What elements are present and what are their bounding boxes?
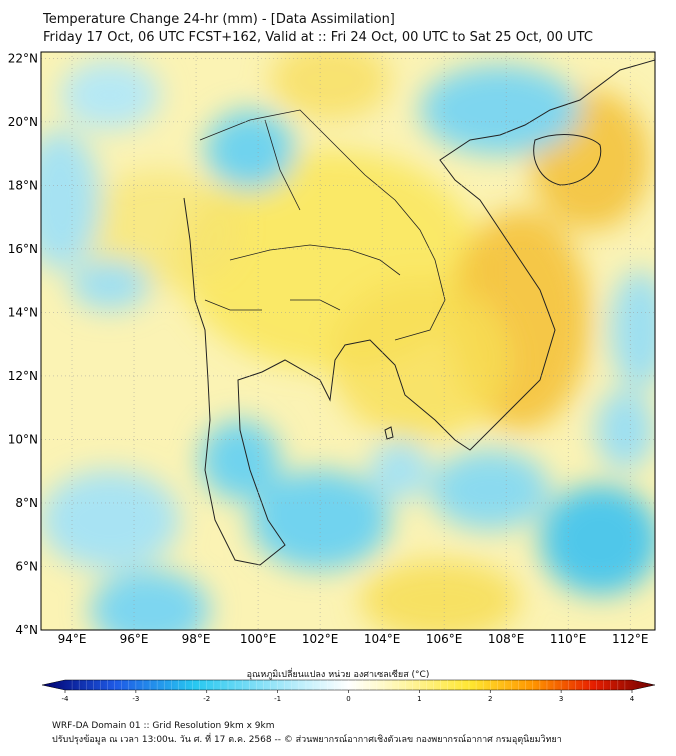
colorbar-segments: [71, 680, 626, 690]
colorbar-tick-label: -4: [62, 695, 70, 703]
lat-label: 6°N: [15, 559, 38, 573]
borders: [199, 109, 446, 341]
colorbar-tick-label: -3: [132, 695, 139, 703]
mainland-coast: [183, 59, 655, 566]
footer-model-info: WRF-DA Domain 01 :: Grid Resolution 9km …: [52, 721, 275, 731]
lat-label: 12°N: [8, 369, 38, 383]
longitude-labels: 94°E 96°E 98°E 100°E 102°E 104°E 106°E 108°E 110…: [58, 632, 649, 646]
lat-label: 4°N: [15, 623, 38, 637]
lon-label: 106°E: [426, 632, 463, 646]
latitude-labels: 22°N 20°N 18°N 16°N 14°N 12°N 10°N 8°N 6°N 4°N: [8, 51, 38, 637]
colorbar-tick-label: 1: [417, 695, 421, 703]
lon-label: 110°E: [550, 632, 587, 646]
lon-label: 102°E: [302, 632, 339, 646]
graticule: [41, 52, 655, 631]
footer-credit: ปรับปรุงข้อมูล ณ เวลา 13:00น. วัน ศ. ที่…: [52, 735, 562, 745]
lon-label: 94°E: [58, 632, 87, 646]
colorbar: -4 -3 -2 -1 0 1 2 3 4: [41, 679, 656, 703]
lat-label: 22°N: [8, 51, 38, 65]
lat-label: 18°N: [8, 178, 38, 192]
temperature-field: [41, 52, 655, 630]
lon-label: 98°E: [182, 632, 211, 646]
hainan-coast: [533, 134, 602, 186]
lon-label: 108°E: [488, 632, 525, 646]
map-frame: [40, 51, 656, 631]
colorbar-tick-label: 2: [488, 695, 492, 703]
lat-label: 20°N: [8, 115, 38, 129]
colorbar-label: อุณหภูมิเปลี่ยนแปลง หน่วย องศาเซลเซียส (…: [246, 670, 430, 680]
colorbar-tick-label: -1: [274, 695, 281, 703]
chart-title: Temperature Change 24-hr (mm) - [Data As…: [43, 12, 395, 27]
lon-label: 112°E: [612, 632, 649, 646]
phuquoc-coast: [384, 426, 394, 440]
coastlines: [183, 59, 655, 566]
lat-label: 14°N: [8, 305, 38, 319]
lat-label: 8°N: [15, 496, 38, 510]
lat-label: 10°N: [8, 432, 38, 446]
colorbar-tick-label: 3: [559, 695, 563, 703]
lat-label: 16°N: [8, 242, 38, 256]
lon-label: 100°E: [240, 632, 277, 646]
lon-label: 104°E: [364, 632, 401, 646]
colorbar-tick-label: 4: [630, 695, 635, 703]
colorbar-ticks: -4 -3 -2 -1 0 1 2 3 4: [62, 690, 635, 703]
colorbar-tick-label: -2: [203, 695, 210, 703]
colorbar-tick-label: 0: [346, 695, 350, 703]
lon-label: 96°E: [120, 632, 149, 646]
chart-subtitle: Friday 17 Oct, 06 UTC FCST+162, Valid at…: [43, 30, 593, 45]
